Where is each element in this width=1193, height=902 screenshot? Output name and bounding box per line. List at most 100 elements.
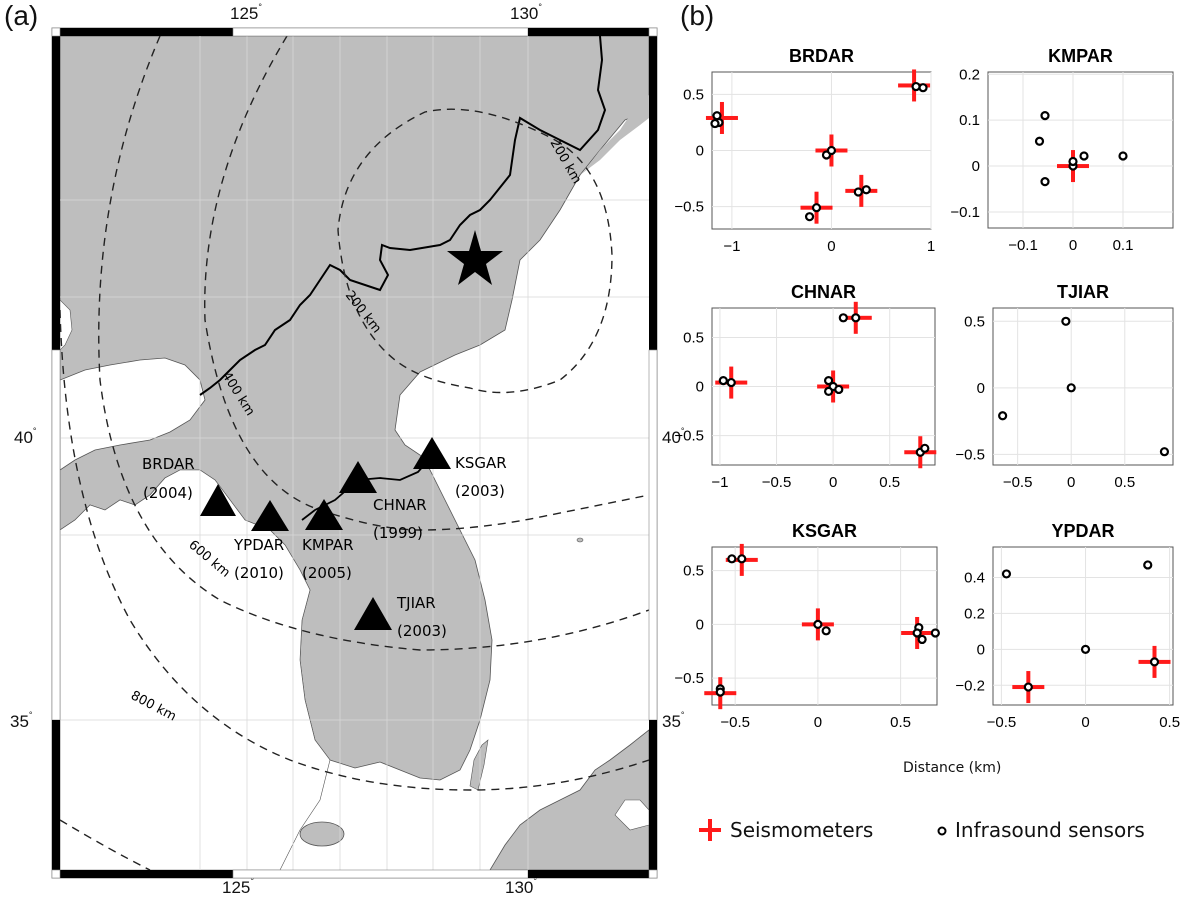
- infrasound-marker: [1159, 447, 1170, 457]
- infrasound-marker: [823, 376, 834, 386]
- infrasound-marker: [911, 81, 921, 92]
- infrasound-marker: [813, 619, 823, 629]
- panel-b-label: (b): [680, 0, 715, 31]
- seismometer-marker: [739, 543, 744, 576]
- infrasound-marker: [1040, 110, 1050, 121]
- infrasound-marker: [838, 313, 848, 323]
- y-tick: 0: [972, 158, 980, 175]
- red-cross-icon: [699, 819, 721, 841]
- x-tick: 1: [927, 238, 935, 255]
- jeju-island: [299, 821, 345, 847]
- station-year-ksgar: (2003): [455, 482, 505, 500]
- x-tick: 0: [829, 474, 837, 491]
- infrasound-marker: [915, 447, 925, 457]
- infrasound-marker: [710, 118, 720, 129]
- station-label-brdar: BRDAR: [142, 455, 195, 473]
- infrasound-marker: [726, 377, 736, 388]
- y-tick: 0.2: [959, 66, 980, 83]
- subplot-title: KMPAR: [1048, 46, 1113, 66]
- lon-tick-125-bottom: 125°: [222, 876, 254, 897]
- infrasound-marker: [914, 623, 924, 633]
- station-label-ksgar: KSGAR: [455, 454, 507, 472]
- subplot-title: BRDAR: [789, 46, 854, 66]
- station-label-tjiar: TJIAR: [396, 594, 436, 612]
- infrasound-marker: [718, 376, 728, 386]
- infrasound-marker: [828, 381, 838, 392]
- sea-west-korea-bay: [60, 357, 206, 471]
- infrasound-marker: [1080, 644, 1091, 654]
- x-tick: −0.5: [762, 474, 792, 491]
- infrasound-marker: [1001, 569, 1012, 579]
- infrasound-marker: [998, 411, 1008, 421]
- subplot-title: YPDAR: [1051, 521, 1114, 541]
- y-tick: 0.5: [683, 329, 704, 346]
- infrasound-marker: [1068, 156, 1078, 167]
- infrasound-marker: [1040, 177, 1050, 187]
- subplot-title: CHNAR: [791, 282, 856, 302]
- subplot-ypdar: −0.5 0 0.5 0.4 0.2 0 −0.2 YPDAR: [955, 521, 1180, 731]
- lon-tick-130-top: 130°: [510, 2, 542, 23]
- seismometer-marker: [912, 69, 917, 102]
- infrasound-marker: [851, 313, 861, 323]
- x-tick: −0.5: [1003, 474, 1033, 491]
- x-tick: 0: [814, 714, 822, 731]
- infrasound-marker: [1118, 151, 1128, 161]
- subplot-kmpar: −0.1 0 0.1 0.2 0.1 0 −0.1 KMPAR: [950, 46, 1174, 254]
- y-tick: 0.1: [959, 112, 980, 129]
- station-triangle-ypdar: [251, 500, 289, 531]
- station-label-kmpar: KMPAR: [302, 536, 354, 554]
- x-tick: −1: [723, 238, 740, 255]
- lon-tick-125-top: 125°: [230, 2, 262, 23]
- y-tick: −0.2: [955, 677, 985, 694]
- y-tick: 0.4: [964, 570, 985, 587]
- circle-marker-icon: [937, 826, 947, 836]
- y-tick: 0: [696, 379, 704, 396]
- infrasound-marker: [715, 687, 725, 697]
- y-tick: −0.5: [955, 446, 985, 463]
- station-label-ypdar: YPDAR: [233, 536, 284, 554]
- x-tick: 0: [1069, 237, 1077, 254]
- border-line: [199, 36, 607, 396]
- y-tick: 0: [977, 380, 985, 397]
- seismometer-marker: [719, 101, 724, 134]
- x-tick: 0.5: [1159, 714, 1180, 731]
- station-year-brdar: (2004): [143, 484, 193, 502]
- infrasound-marker: [1068, 161, 1078, 171]
- infrasound-marker: [861, 185, 871, 195]
- seismometer-marker: [814, 191, 819, 224]
- contour-600km: [98, 36, 649, 651]
- infrasound-marker: [917, 634, 927, 645]
- lon-tick-130-bottom: 130°: [505, 876, 537, 897]
- contour-800km: [60, 309, 649, 791]
- infrasound-marker: [1061, 316, 1071, 326]
- station-triangle-tjiar: [354, 597, 392, 630]
- infrasound-marker: [811, 203, 822, 213]
- infrasound-marker: [727, 554, 737, 564]
- seismometer-marker: [1026, 671, 1031, 704]
- coast-west-edge: [60, 299, 73, 351]
- y-tick: 0.2: [964, 605, 985, 622]
- infrasound-marker: [821, 626, 831, 636]
- station-triangle-kmpar: [305, 499, 343, 530]
- x-tick: 0.1: [1113, 237, 1134, 254]
- station-label-chnar: CHNAR: [373, 496, 427, 514]
- y-tick: 0.5: [964, 313, 985, 330]
- infrasound-marker: [1066, 383, 1076, 393]
- station-year-kmpar: (2005): [302, 564, 352, 582]
- y-tick: 0.5: [683, 563, 704, 580]
- lat-tick-40-right: 40°: [662, 426, 685, 447]
- subplot-tjiar: −0.5 0 0.5 0.5 0 −0.5 TJIAR: [955, 282, 1174, 491]
- infrasound-marker: [912, 628, 922, 638]
- map-panel: 200 km 200 km 400 km 600 km 800 km BRDAR…: [51, 27, 658, 879]
- infrasound-marker: [714, 117, 724, 128]
- seismometer-marker: [859, 174, 864, 207]
- x-tick: −0.5: [720, 714, 750, 731]
- infrasound-marker: [1023, 682, 1033, 692]
- contour-200km: [337, 108, 613, 394]
- x-tick: 0: [1081, 714, 1089, 731]
- y-tick: 0: [977, 641, 985, 658]
- infrasound-marker: [930, 628, 940, 638]
